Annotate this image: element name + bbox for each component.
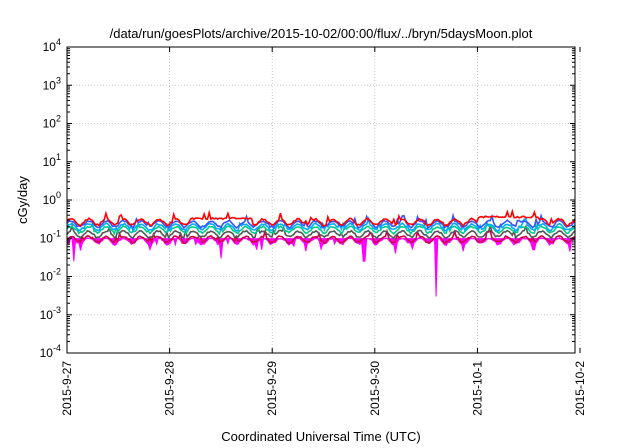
chart-title: /data/run/goesPlots/archive/2015-10-02/0…: [110, 26, 533, 41]
x-tick-label: 2015-9-29: [265, 361, 279, 416]
x-tick-label: 2015-9-27: [60, 361, 74, 416]
y-tick-label: 10-3: [40, 305, 61, 322]
x-tick-label: 2015-10-2: [573, 361, 587, 416]
y-tick-label: 104: [43, 37, 61, 54]
series-line: [66, 208, 576, 228]
y-axis-label: cGy/day: [15, 176, 30, 224]
series-line: [66, 216, 576, 233]
y-tick-label: 102: [43, 114, 61, 131]
series-group: [66, 208, 576, 297]
x-axis: 2015-9-27 2015-9-28 2015-9-29 2015-9-30 2015…: [60, 47, 587, 416]
y-tick-label: 10-1: [40, 228, 61, 245]
x-tick-label: 2015-10-1: [470, 361, 484, 416]
plot-area: [66, 46, 576, 354]
series-fill: [66, 236, 576, 297]
y-tick-label: 100: [43, 190, 61, 207]
grid: [67, 47, 581, 353]
series-line: [66, 220, 576, 236]
x-axis-label: Coordinated Universal Time (UTC): [221, 429, 420, 444]
series-line: [66, 228, 576, 245]
y-tick-label: 103: [43, 75, 61, 92]
y-tick-label: 101: [43, 152, 61, 169]
x-tick-label: 2015-9-30: [368, 361, 382, 416]
y-axis: 10-4 10-3 10-2 10-1 100 101 102 103 104: [40, 37, 575, 360]
x-tick-label: 2015-9-28: [163, 361, 177, 416]
y-tick-label: 10-4: [40, 343, 61, 360]
y-tick-label: 10-2: [40, 267, 61, 284]
